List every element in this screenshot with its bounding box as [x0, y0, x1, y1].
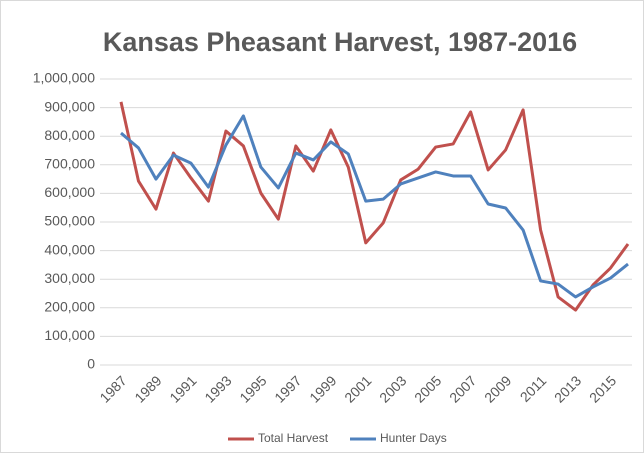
y-tick-label: 700,000	[44, 156, 95, 172]
y-tick-label: 400,000	[44, 241, 95, 257]
y-tick-label: 200,000	[44, 299, 95, 315]
y-tick-label: 800,000	[44, 127, 95, 143]
line-series	[120, 114, 629, 299]
y-tick-label: 0	[87, 356, 95, 372]
y-tick-label: 300,000	[44, 270, 95, 286]
legend-label: Hunter Days	[380, 431, 447, 445]
y-tick-label: 100,000	[44, 327, 95, 343]
line-series	[119, 101, 630, 312]
y-tick-label: 900,000	[44, 98, 95, 114]
y-tick-label: 600,000	[44, 184, 95, 200]
legend-label: Total Harvest	[258, 431, 329, 445]
chart-title: Kansas Pheasant Harvest, 1987-2016	[103, 27, 577, 57]
y-tick-label: 1,000,000	[33, 70, 95, 86]
y-tick-label: 500,000	[44, 213, 95, 229]
